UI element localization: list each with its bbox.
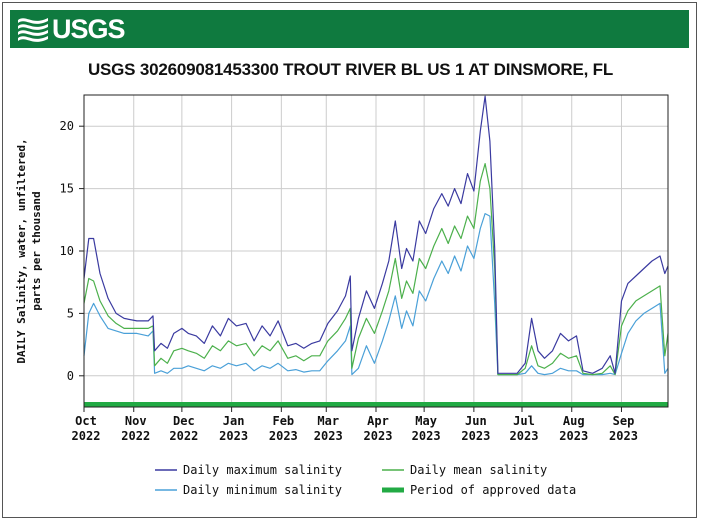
x-tick-label-month: Apr bbox=[367, 414, 389, 428]
y-axis-ticks: 0 5 10 15 20 bbox=[60, 119, 84, 383]
legend-label-daily-mean-salinity: Daily mean salinity bbox=[410, 463, 547, 477]
series-line-daily-maximum-salinity bbox=[83, 95, 669, 374]
legend-label-daily-maximum-salinity: Daily maximum salinity bbox=[183, 463, 342, 477]
x-tick-label-month: Dec bbox=[173, 414, 195, 428]
x-tick-label-year: 2023 bbox=[314, 429, 343, 443]
x-tick-label-year: 2023 bbox=[559, 429, 588, 443]
x-tick-label-year: 2023 bbox=[364, 429, 393, 443]
legend: Daily maximum salinity Daily mean salinit… bbox=[155, 463, 576, 497]
y-tick-label: 10 bbox=[60, 244, 74, 258]
y-tick-label: 20 bbox=[60, 119, 74, 133]
series-line-daily-minimum-salinity bbox=[83, 213, 669, 376]
x-tick-label-month: May bbox=[415, 414, 437, 428]
legend-label-period-of-approved-data: Period of approved data bbox=[410, 483, 576, 497]
x-tick-label-year: 2023 bbox=[609, 429, 638, 443]
x-tick-label-month: Jul bbox=[513, 414, 535, 428]
x-tick-label-year: 2023 bbox=[269, 429, 298, 443]
x-tick-label-year: 2022 bbox=[72, 429, 101, 443]
series-lines bbox=[83, 95, 669, 376]
y-tick-label: 15 bbox=[60, 182, 74, 196]
x-axis-ticks: Oct2022Nov2022Dec2022Jan2023Feb2023Mar20… bbox=[72, 407, 638, 443]
x-tick-label-month: Nov bbox=[125, 414, 147, 428]
x-tick-label-year: 2022 bbox=[169, 429, 198, 443]
x-tick-label-year: 2023 bbox=[510, 429, 539, 443]
x-tick-label-year: 2023 bbox=[412, 429, 441, 443]
chart-title: USGS 302609081453300 TROUT RIVER BL US 1… bbox=[87, 60, 614, 79]
x-tick-label-month: Oct bbox=[75, 414, 97, 428]
usgs-wave-logo-icon bbox=[18, 18, 48, 42]
legend-label-daily-minimum-salinity: Daily minimum salinity bbox=[183, 483, 342, 497]
x-tick-label-month: Jun bbox=[465, 414, 487, 428]
x-tick-label-year: 2022 bbox=[121, 429, 150, 443]
y-tick-label: 5 bbox=[67, 306, 74, 320]
x-tick-label-month: Mar bbox=[317, 414, 339, 428]
series-line-daily-mean-salinity bbox=[83, 163, 669, 376]
x-tick-label-month: Jan bbox=[223, 414, 245, 428]
usgs-wordmark: USGS bbox=[52, 14, 126, 44]
x-tick-label-month: Aug bbox=[563, 414, 585, 428]
y-axis-label-line: parts per thousand bbox=[30, 191, 43, 310]
y-tick-label: 0 bbox=[67, 369, 74, 383]
y-axis-label: DAILY Salinity, water, unfiltered, parts … bbox=[15, 138, 43, 363]
x-tick-label-month: Sep bbox=[613, 414, 635, 428]
y-axis-label-line: DAILY Salinity, water, unfiltered, bbox=[15, 138, 28, 363]
usgs-header-bar: USGS bbox=[10, 10, 689, 48]
x-tick-label-year: 2023 bbox=[461, 429, 490, 443]
x-tick-label-year: 2023 bbox=[219, 429, 248, 443]
x-tick-label-month: Feb bbox=[272, 414, 294, 428]
